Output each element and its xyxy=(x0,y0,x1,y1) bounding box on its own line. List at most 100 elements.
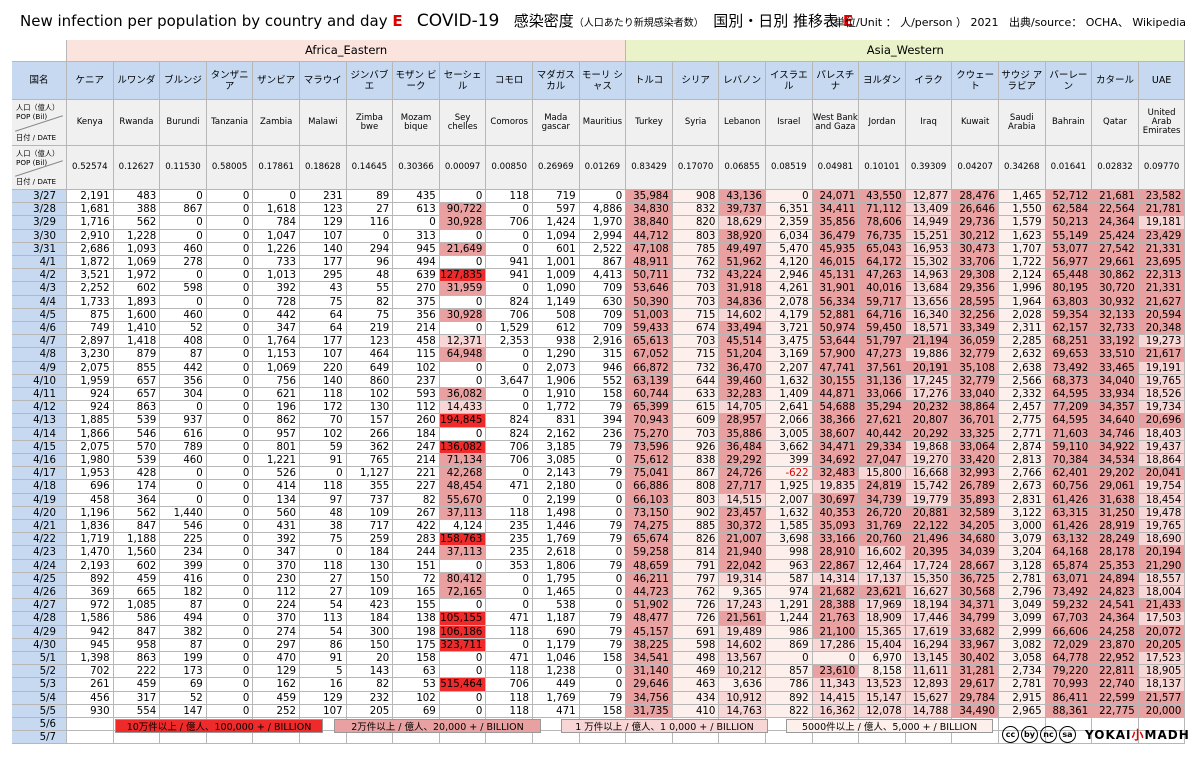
table-cell: 23,429 xyxy=(1138,229,1186,243)
table-cell: 2,946 xyxy=(766,269,813,283)
country-pop-9: 0.00850 xyxy=(486,146,533,190)
table-cell: 40,016 xyxy=(859,282,906,296)
table-cell: 79 xyxy=(579,559,627,573)
table-cell: 129 xyxy=(253,665,300,679)
date-cell: 4/1 xyxy=(12,256,67,270)
table-cell: 29,308 xyxy=(952,269,999,283)
table-cell: 0 xyxy=(206,454,254,468)
table-cell: 35,984 xyxy=(626,190,673,204)
table-cell: 15,742 xyxy=(905,480,953,494)
table-cell: 33,510 xyxy=(1092,348,1139,362)
country-jp-11: モーリ シャス xyxy=(579,62,627,100)
country-jp-10: マダガス カル xyxy=(533,62,580,100)
table-cell: 15,302 xyxy=(905,256,953,270)
table-cell: 118 xyxy=(486,665,533,679)
table-cell: 214 xyxy=(393,322,440,336)
table-cell: 3,000 xyxy=(999,520,1046,534)
table-cell: 1,632 xyxy=(766,374,813,388)
table-cell: 399 xyxy=(766,454,813,468)
table-cell: 28,957 xyxy=(719,414,766,428)
table-cell: 1,465 xyxy=(999,190,1046,204)
table-cell: 205 xyxy=(346,704,394,718)
table-cell: 546 xyxy=(113,427,161,441)
table-cell: 803 xyxy=(672,493,720,507)
table-cell: 0 xyxy=(579,546,627,560)
table-cell: 115 xyxy=(393,348,440,362)
table-cell: 59,232 xyxy=(1045,599,1093,613)
table-cell: 6,970 xyxy=(859,652,906,666)
table-cell: 13,567 xyxy=(719,652,766,666)
table-cell: 2,781 xyxy=(999,678,1046,692)
table-cell: 29,061 xyxy=(1092,480,1139,494)
date-cell: 4/29 xyxy=(12,625,67,639)
table-cell: 21,331 xyxy=(1138,282,1186,296)
table-cell: 72 xyxy=(393,572,440,586)
table-cell: 791 xyxy=(672,559,720,573)
header-meta: （単位/Unit ： 人/person ） 2021 出典/source： OC… xyxy=(823,14,1186,30)
table-cell: 1,127 xyxy=(346,467,394,481)
table-cell: 23,582 xyxy=(1138,190,1186,204)
table-cell: 47,273 xyxy=(859,348,906,362)
table-cell: 0 xyxy=(579,572,627,586)
table-cell: 150 xyxy=(346,638,394,652)
table-cell: 19,886 xyxy=(905,348,953,362)
date-cell: 4/28 xyxy=(12,612,67,626)
legend-item-3: 5000件以上 / 億人、5,000 + / BILLION xyxy=(786,719,993,734)
table-cell: 60,744 xyxy=(626,388,673,402)
table-cell: 862 xyxy=(253,414,300,428)
table-cell: 230 xyxy=(253,572,300,586)
table-cell: 17,619 xyxy=(905,625,953,639)
table-cell xyxy=(952,731,999,745)
country-pop-16: 0.04981 xyxy=(812,146,860,190)
table-cell: 34,836 xyxy=(719,295,766,309)
table-cell: 28,595 xyxy=(952,295,999,309)
table-cell: 3,636 xyxy=(719,678,766,692)
table-cell: 32,779 xyxy=(952,348,999,362)
table-cell: 14,949 xyxy=(905,216,953,230)
table-cell: 68,373 xyxy=(1045,374,1093,388)
table-cell: 18,403 xyxy=(1138,427,1186,441)
table-cell: 20,881 xyxy=(905,506,953,520)
table-cell: 12,877 xyxy=(905,190,953,204)
table-cell: 1,681 xyxy=(67,203,114,217)
table-cell: 31,918 xyxy=(719,282,766,296)
table-cell: 26,720 xyxy=(859,506,906,520)
table-cell: 3,122 xyxy=(999,506,1046,520)
table-cell: 602 xyxy=(113,282,161,296)
table-cell: 52 xyxy=(160,322,207,336)
table-cell: 2,124 xyxy=(999,269,1046,283)
table-cell: 691 xyxy=(672,625,720,639)
table-cell: 20,696 xyxy=(1138,414,1186,428)
date-cell: 4/4 xyxy=(12,295,67,309)
table-cell: 64 xyxy=(300,322,347,336)
table-cell: 28,178 xyxy=(1092,546,1139,560)
table-cell: 18,864 xyxy=(1138,454,1186,468)
table-cell: 586 xyxy=(113,612,161,626)
table-cell: 11,343 xyxy=(812,678,860,692)
country-jp-7: モザン ビーク xyxy=(393,62,440,100)
table-cell: 54 xyxy=(300,625,347,639)
date-cell: 3/29 xyxy=(12,216,67,230)
table-cell: 1,001 xyxy=(533,256,580,270)
table-cell: 158 xyxy=(579,652,627,666)
table-cell: 803 xyxy=(672,229,720,243)
date-cell: 3/27 xyxy=(12,190,67,204)
table-cell: 16,362 xyxy=(812,704,860,718)
table-cell: 857 xyxy=(766,665,813,679)
table-cell: 313 xyxy=(393,229,440,243)
table-cell: 51,902 xyxy=(626,599,673,613)
table-cell: 706 xyxy=(486,308,533,322)
date-cell: 3/30 xyxy=(12,229,67,243)
table-cell: 539 xyxy=(113,414,161,428)
table-cell: 355 xyxy=(346,480,394,494)
table-cell: 30,697 xyxy=(812,493,860,507)
table-cell: 808 xyxy=(672,480,720,494)
table-cell: 598 xyxy=(672,638,720,652)
table-cell: 3,521 xyxy=(67,269,114,283)
table-cell: 32,283 xyxy=(719,388,766,402)
table-cell: 0 xyxy=(206,308,254,322)
table-cell: 47,108 xyxy=(626,242,673,256)
table-cell: 0 xyxy=(206,361,254,375)
table-cell: 30,928 xyxy=(439,308,487,322)
table-cell: 105,155 xyxy=(439,612,487,626)
